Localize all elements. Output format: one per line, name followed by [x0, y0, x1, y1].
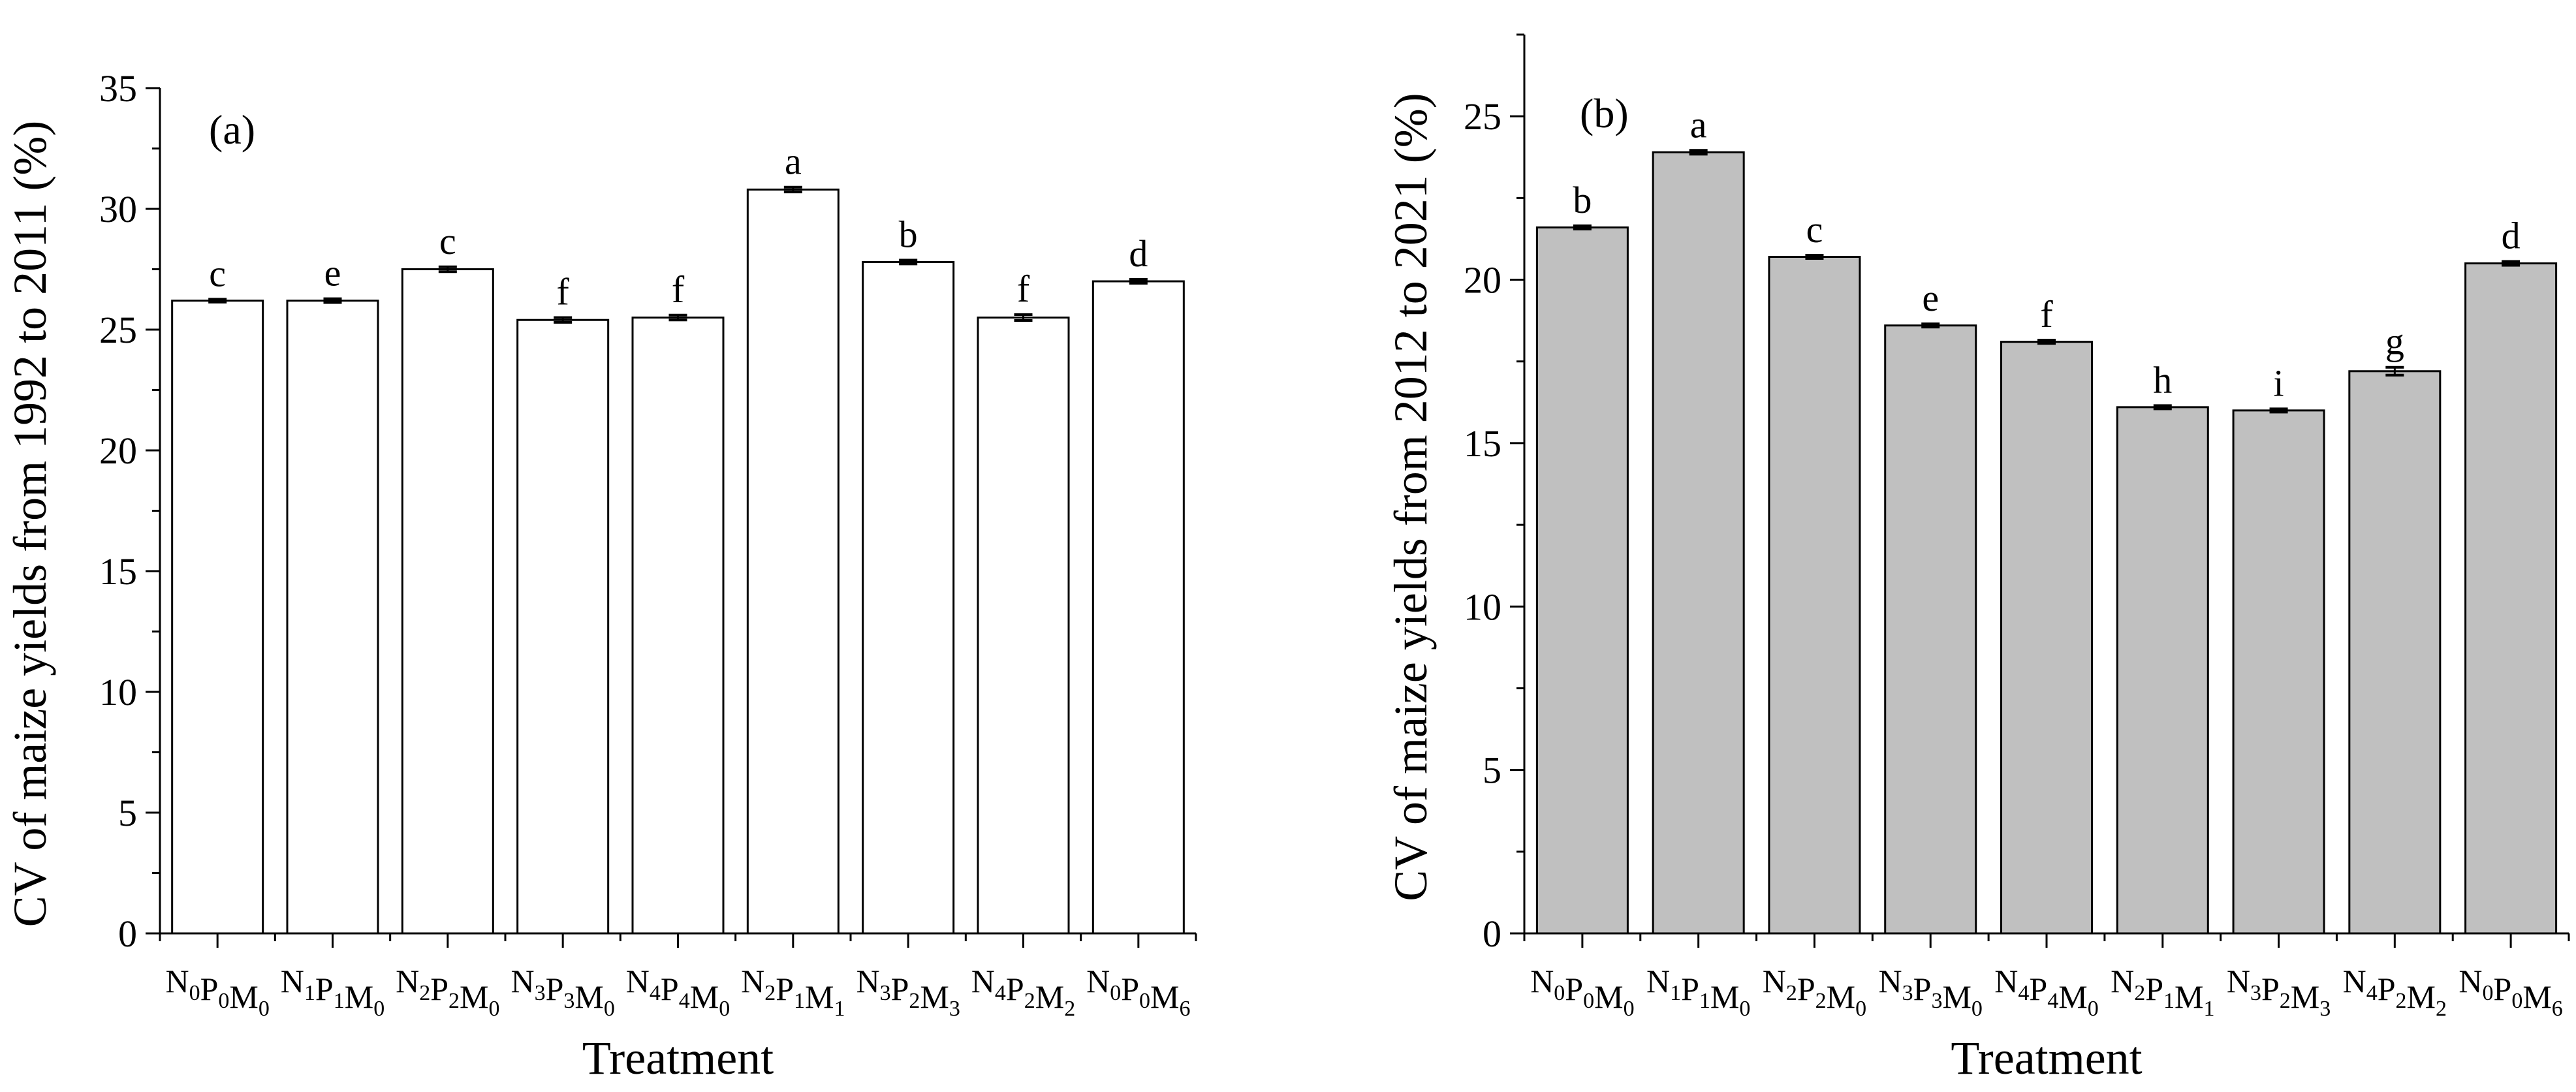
- y-axis-title: CV of maize yields from 1992 to 2011 (%): [4, 121, 56, 928]
- y-axis-title: CV of maize yields from 2012 to 2021 (%): [1385, 93, 1437, 901]
- bar: [862, 260, 955, 935]
- y-tick-label: 5: [118, 792, 137, 834]
- x-tick-label: N4P4M0: [626, 963, 730, 1021]
- significance-letter: c: [439, 220, 456, 262]
- y-tick-label: 0: [1483, 913, 1501, 955]
- y-tick-label: 15: [99, 550, 137, 593]
- bar: [516, 319, 610, 935]
- x-tick-label: N1P1M0: [1646, 963, 1750, 1021]
- x-tick-label: N0P0M6: [2458, 963, 2562, 1021]
- bar: [631, 317, 725, 935]
- significance-letter: c: [1806, 208, 1823, 251]
- y-tick-label: 10: [1464, 585, 1501, 628]
- significance-letter: f: [557, 271, 570, 313]
- x-axis-title: Treatment: [582, 1032, 774, 1084]
- x-tick-label: N2P2M0: [1763, 963, 1866, 1021]
- significance-letter: f: [1017, 268, 1030, 310]
- bar: [1884, 324, 1977, 935]
- bar: [2232, 409, 2325, 935]
- panel-label: (a): [209, 106, 255, 153]
- y-tick-label: 20: [1464, 259, 1501, 302]
- y-tick-label: 10: [99, 671, 137, 713]
- chart-panel-a: 0 5 10 15 20 25 30 35 c N0P0M0 e N1P1M0 c N2P2M0 f N3P3…: [4, 67, 1197, 1084]
- x-tick-label: N0P0M0: [165, 963, 269, 1021]
- bar: [1768, 255, 1861, 935]
- panel-label: (b): [1580, 90, 1629, 136]
- x-tick-label: N3P2M3: [856, 963, 960, 1021]
- x-tick-label: N4P4M0: [1994, 963, 2098, 1021]
- bar: [1652, 151, 1745, 935]
- x-tick-label: N3P3M0: [1879, 963, 1983, 1021]
- bar: [2116, 406, 2209, 935]
- chart-panel-b: 0 5 10 15 20 25 b N0P0M0 a N1P1M0 c N2P2M0 e N3P3M0 f N…: [1385, 33, 2570, 1084]
- bar: [2000, 341, 2093, 935]
- x-axis-title: Treatment: [1951, 1032, 2142, 1084]
- bar: [171, 300, 264, 935]
- x-tick-label: N0P0M0: [1530, 963, 1634, 1021]
- significance-letter: i: [2273, 362, 2284, 404]
- x-tick-label: N3P3M0: [510, 963, 614, 1021]
- significance-letter: f: [672, 268, 685, 311]
- y-tick-label: 15: [1464, 422, 1501, 465]
- x-tick-label: N4P2M2: [971, 963, 1075, 1021]
- x-tick-label: N0P0M6: [1086, 963, 1190, 1021]
- y-tick-label: 20: [99, 429, 137, 472]
- y-tick-label: 25: [99, 309, 137, 351]
- x-tick-label: N2P1M1: [741, 963, 845, 1021]
- bar: [2464, 262, 2558, 935]
- significance-letter: b: [1573, 179, 1592, 221]
- significance-letter: a: [785, 140, 802, 183]
- bar: [286, 300, 379, 935]
- significance-letter: c: [209, 252, 226, 294]
- significance-letter: e: [324, 252, 341, 294]
- x-tick-label: N1P1M0: [281, 963, 385, 1021]
- y-tick-label: 35: [99, 67, 137, 110]
- bar: [977, 317, 1070, 935]
- significance-letter: a: [1690, 103, 1707, 146]
- y-tick-label: 30: [99, 188, 137, 230]
- x-tick-label: N4P2M2: [2343, 963, 2447, 1021]
- y-tick-label: 5: [1483, 749, 1501, 792]
- bar: [1535, 226, 1629, 935]
- significance-letter: b: [899, 213, 918, 255]
- significance-letter: e: [1922, 277, 1939, 319]
- significance-letter: f: [2040, 293, 2053, 335]
- significance-letter: g: [2385, 320, 2404, 363]
- bar: [2348, 370, 2442, 935]
- x-tick-label: N3P2M3: [2227, 963, 2331, 1021]
- y-tick-label: 0: [118, 913, 137, 955]
- x-tick-label: N2P1M1: [2111, 963, 2214, 1021]
- bar: [1092, 280, 1185, 935]
- x-tick-label: N2P2M0: [396, 963, 499, 1021]
- significance-letter: d: [1129, 232, 1148, 275]
- bar: [401, 268, 494, 935]
- significance-letter: h: [2153, 358, 2172, 401]
- bar: [746, 188, 840, 935]
- y-tick-label: 25: [1464, 95, 1501, 138]
- significance-letter: d: [2502, 215, 2521, 257]
